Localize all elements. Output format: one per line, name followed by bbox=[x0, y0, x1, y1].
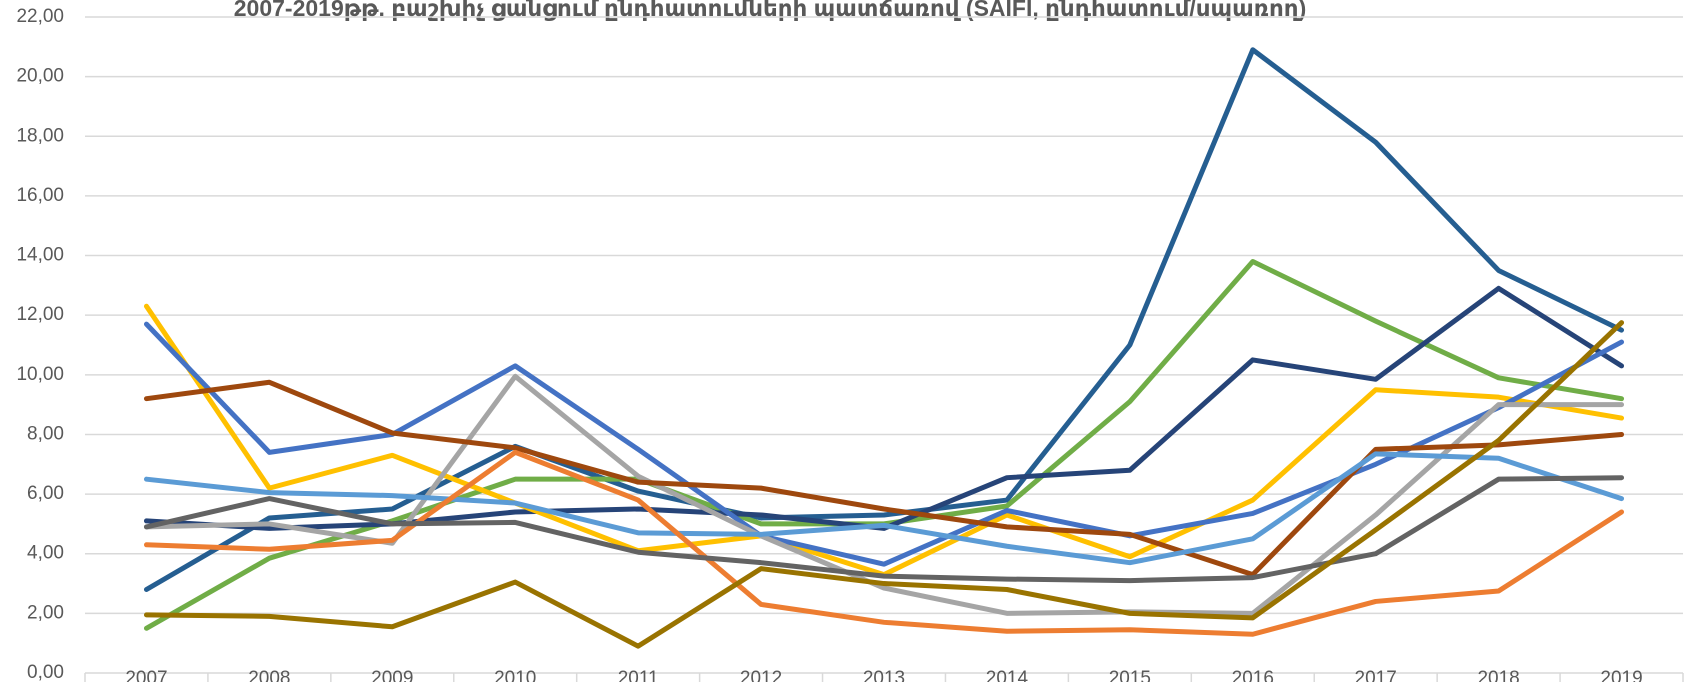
y-tick-label: 0,00 bbox=[27, 662, 64, 682]
y-tick-label: 20,00 bbox=[16, 66, 64, 87]
y-tick-label: 2,00 bbox=[27, 602, 64, 623]
y-tick-label: 18,00 bbox=[16, 125, 64, 146]
x-tick-label: 2011 bbox=[618, 668, 659, 682]
x-tick-label: 2007 bbox=[125, 668, 167, 682]
chart-title: 2007-2019թթ. բաշխիչ ցանցում ընդհատումներ… bbox=[234, 0, 1307, 21]
series-line bbox=[143, 449, 1625, 637]
series-line bbox=[143, 373, 1625, 616]
y-tick-label: 10,00 bbox=[16, 364, 64, 385]
series-line bbox=[143, 320, 1625, 649]
y-tick-label: 16,00 bbox=[16, 185, 64, 206]
y-tick-label: 8,00 bbox=[27, 423, 64, 444]
y-tick-label: 22,00 bbox=[16, 6, 64, 27]
y-tick-label: 4,00 bbox=[27, 543, 64, 564]
series-line bbox=[143, 379, 1625, 578]
x-tick-label: 2010 bbox=[494, 668, 536, 682]
x-tick-label: 2012 bbox=[740, 668, 782, 682]
x-tick-label: 2018 bbox=[1477, 668, 1519, 682]
x-tick-label: 2016 bbox=[1232, 668, 1274, 682]
x-tick-label: 2015 bbox=[1109, 668, 1151, 682]
x-tick-label: 2014 bbox=[986, 668, 1029, 682]
x-tick-label: 2019 bbox=[1600, 668, 1642, 682]
y-tick-label: 12,00 bbox=[16, 304, 64, 325]
x-tick-label: 2009 bbox=[371, 668, 413, 682]
y-tick-label: 6,00 bbox=[27, 483, 64, 504]
x-tick-label: 2013 bbox=[863, 668, 905, 682]
series-line bbox=[143, 47, 1625, 593]
series-line bbox=[143, 451, 1625, 566]
series-line bbox=[143, 475, 1625, 584]
y-tick-label: 14,00 bbox=[16, 245, 64, 266]
x-tick-label: 2008 bbox=[248, 668, 290, 682]
x-tick-label: 2017 bbox=[1355, 668, 1397, 682]
